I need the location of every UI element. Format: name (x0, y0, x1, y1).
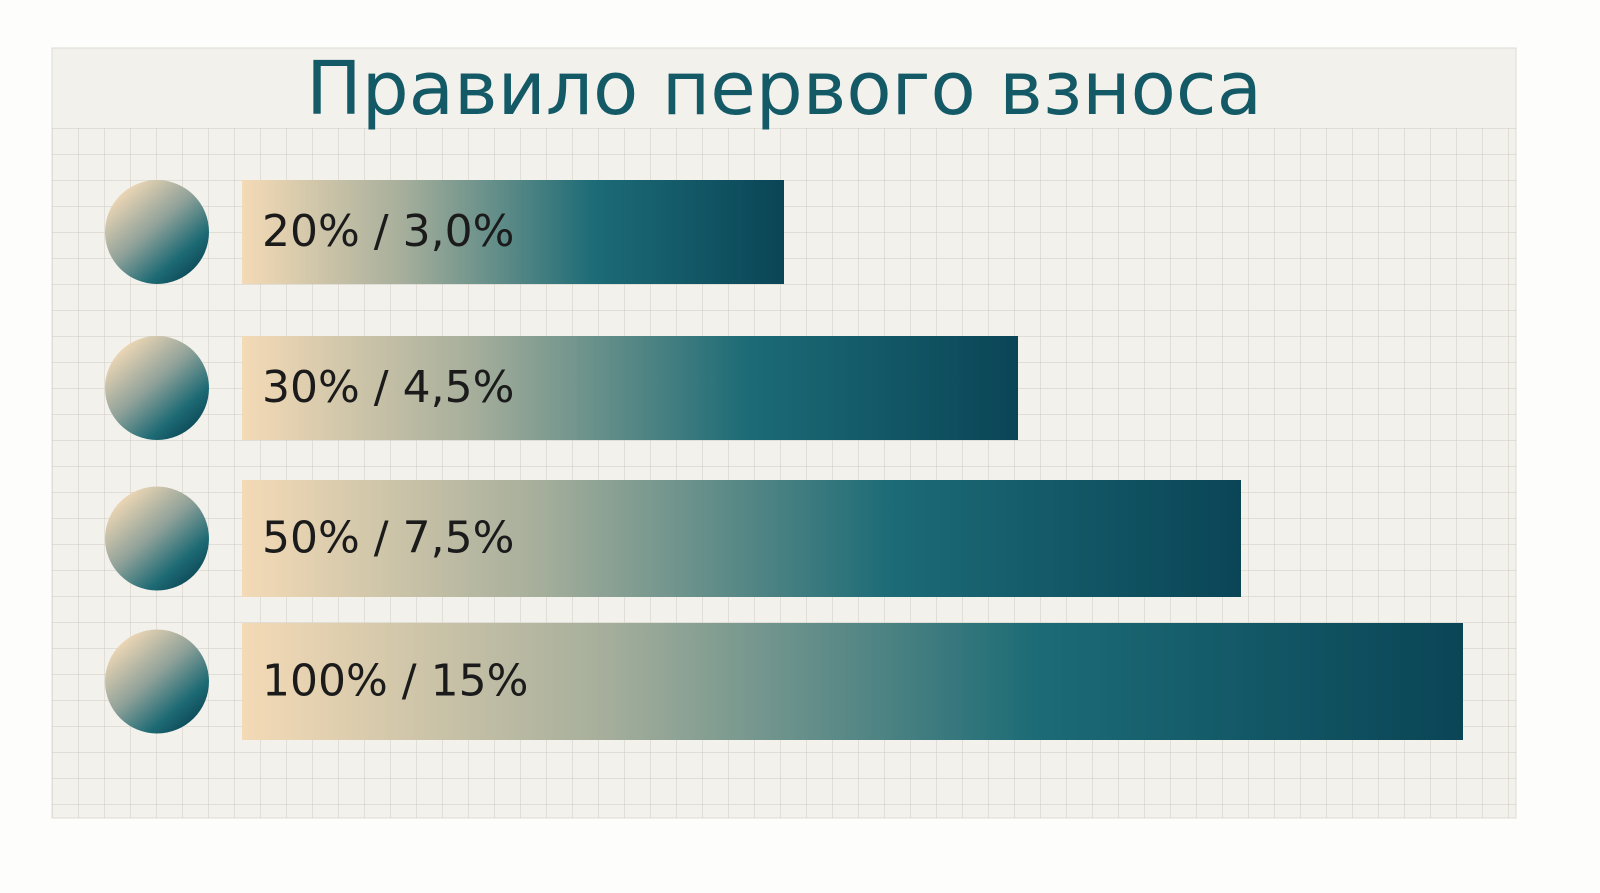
bullet (105, 180, 209, 284)
bar (242, 623, 1463, 740)
bullet (105, 336, 209, 440)
title: Правило первого взноса (306, 46, 1262, 132)
bar (242, 336, 1018, 440)
bar (242, 480, 1241, 597)
bar-label: 100% / 15% (262, 656, 528, 707)
bar-label: 50% / 7,5% (262, 513, 514, 564)
bullet (105, 629, 209, 734)
bar-label: 20% / 3,0% (262, 206, 514, 257)
bar-label: 30% / 4,5% (262, 362, 514, 413)
bullet (105, 486, 209, 591)
bar (242, 180, 784, 284)
